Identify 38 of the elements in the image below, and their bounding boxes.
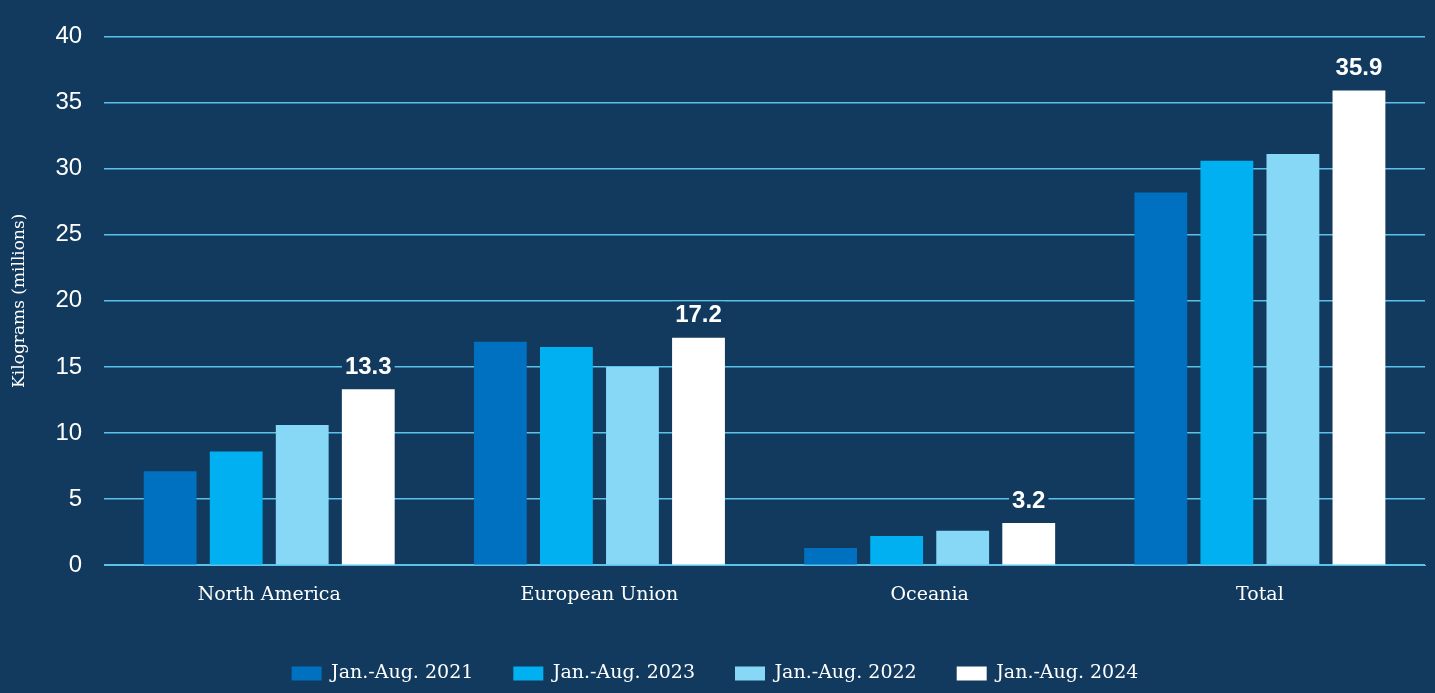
data-label: 17.2 <box>675 300 722 328</box>
data-label: 3.2 <box>1012 485 1046 513</box>
x-tick-label: Oceania <box>890 581 969 604</box>
y-tick-label: 35 <box>55 87 83 115</box>
x-tick-label: North America <box>197 581 341 604</box>
y-axis-title: Kilograms (millions) <box>7 213 28 388</box>
x-tick-label: European Union <box>520 581 679 604</box>
y-tick-label: 5 <box>68 483 83 511</box>
bar <box>1134 192 1188 565</box>
bar <box>1002 522 1056 565</box>
bar <box>672 337 725 565</box>
y-tick-label: 40 <box>55 21 83 49</box>
bar <box>341 389 395 565</box>
bar <box>1332 90 1386 565</box>
bar <box>143 471 197 565</box>
data-label: 35.9 <box>1335 53 1383 81</box>
legend-label: Jan.-Aug. 2022 <box>772 660 917 683</box>
legend-label: Jan.-Aug. 2021 <box>329 660 474 683</box>
legend-label: Jan.-Aug. 2024 <box>994 660 1139 683</box>
bar <box>870 536 924 565</box>
y-tick-label: 0 <box>68 549 83 577</box>
bar <box>275 425 329 565</box>
y-tick-label: 20 <box>55 285 83 313</box>
bar <box>1200 160 1254 565</box>
data-label: 13.3 <box>344 352 392 379</box>
bar <box>804 548 858 565</box>
bar <box>1266 154 1320 565</box>
legend-label: Jan.-Aug. 2023 <box>550 660 696 683</box>
bar <box>209 451 263 565</box>
bar <box>606 366 659 565</box>
y-tick-label: 15 <box>55 351 83 379</box>
x-tick-label: Total <box>1236 581 1284 604</box>
y-tick-label: 30 <box>55 153 83 181</box>
bar <box>473 341 527 565</box>
y-tick-label: 10 <box>55 417 83 445</box>
y-tick-label: 25 <box>55 219 83 247</box>
bar <box>539 347 593 565</box>
bar <box>936 530 990 565</box>
